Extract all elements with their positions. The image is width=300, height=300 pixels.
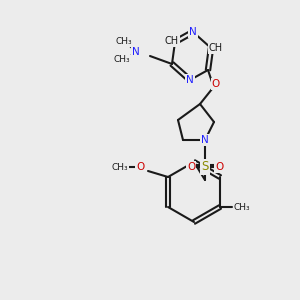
Text: S: S (201, 160, 209, 173)
Text: O: O (212, 79, 220, 89)
Text: O: O (136, 162, 144, 172)
Text: O: O (187, 162, 195, 172)
Text: N: N (201, 135, 209, 145)
Text: CH₃: CH₃ (112, 163, 128, 172)
Text: N: N (132, 47, 140, 57)
Text: CH₃: CH₃ (116, 38, 132, 46)
Text: CH: CH (165, 36, 179, 46)
Text: O: O (215, 162, 223, 172)
Text: CH₃: CH₃ (114, 56, 130, 64)
Text: N: N (189, 27, 197, 37)
Text: CH: CH (209, 43, 223, 53)
Text: CH₃: CH₃ (234, 202, 250, 211)
Text: N: N (186, 75, 194, 85)
